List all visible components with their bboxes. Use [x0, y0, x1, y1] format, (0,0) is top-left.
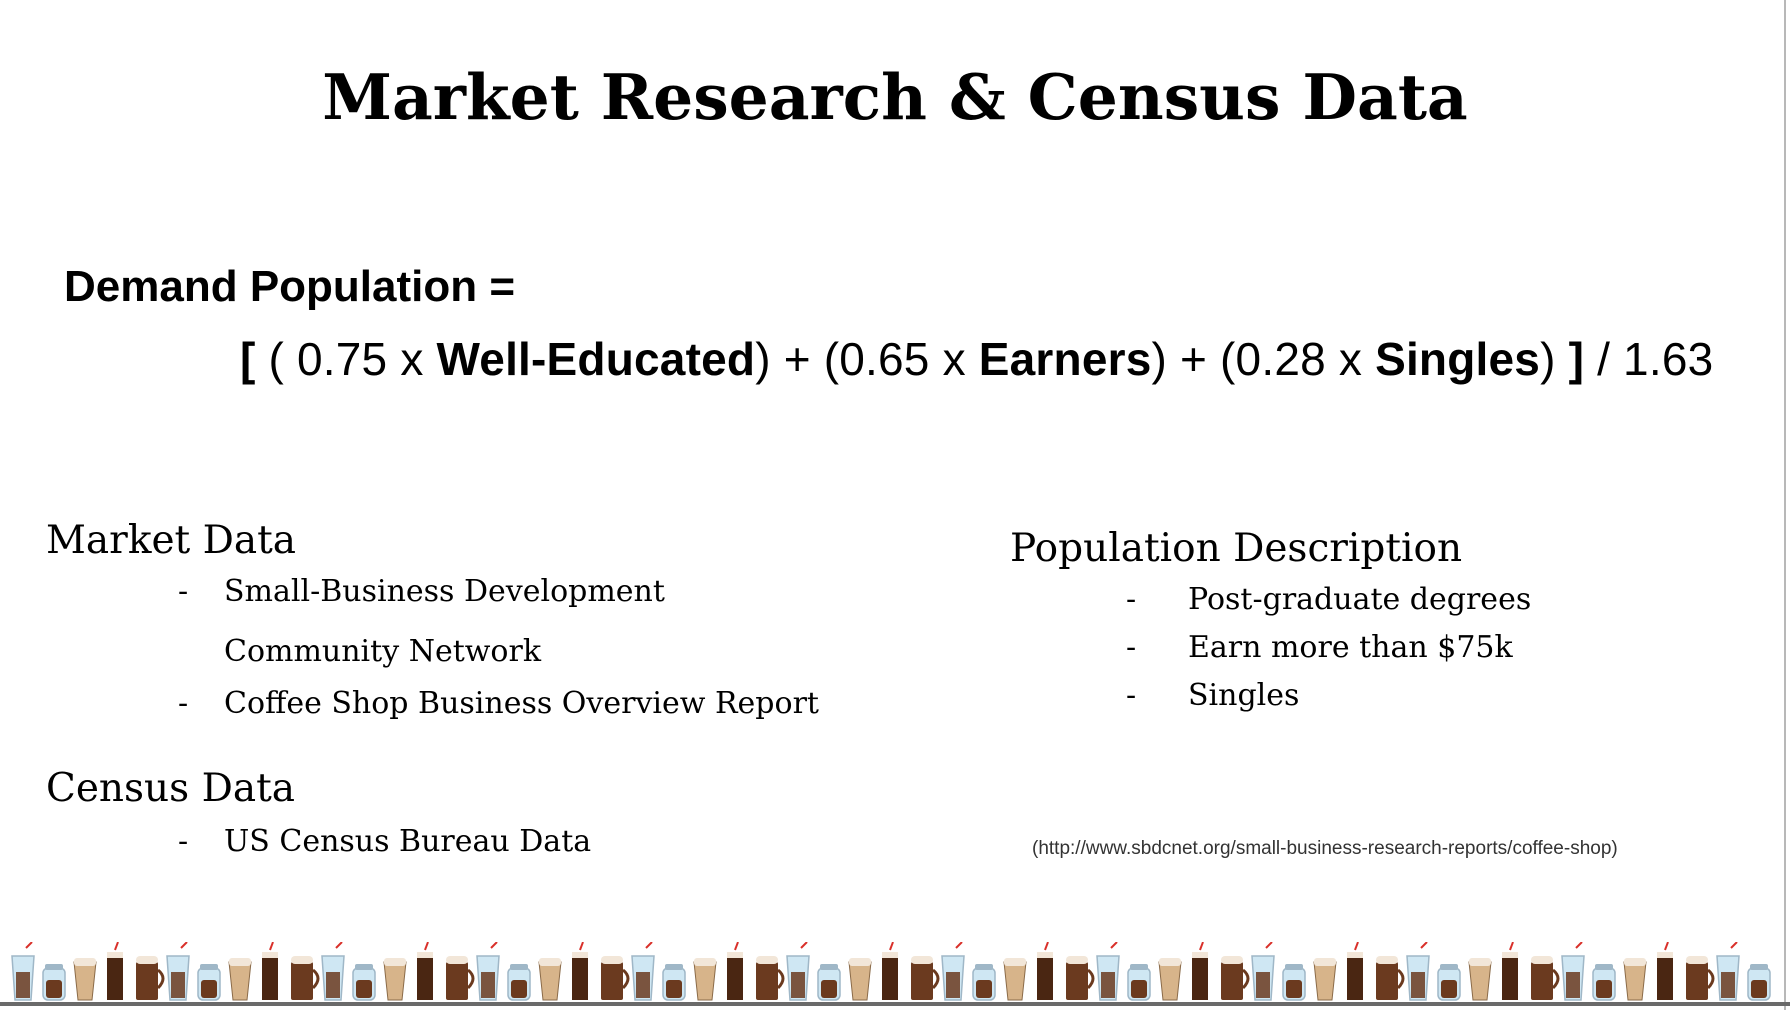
- coffee-cup-icon: [882, 942, 898, 1000]
- formula-divisor: / 1.63: [1584, 333, 1714, 385]
- bullet-dash: -: [178, 686, 189, 721]
- coffee-cup-icon: [848, 958, 872, 1001]
- coffee-cup-icon: [262, 942, 278, 1000]
- coffee-cup-icon: [1561, 942, 1585, 1001]
- coffee-cup-icon: [417, 942, 433, 1000]
- coffee-cup-icon: [383, 958, 407, 1001]
- coffee-cup-icon: [601, 956, 630, 1000]
- coffee-cup-icon: [972, 964, 996, 1001]
- slide-bottom-edge: [0, 1002, 1790, 1006]
- coffee-cup-icon: [631, 942, 655, 1001]
- coffee-cup-icon: [693, 958, 717, 1001]
- formula-part: ) + (0.28 x: [1151, 333, 1376, 385]
- coffee-cup-icon: [1347, 942, 1363, 1000]
- coffee-cup-icon: [1282, 964, 1306, 1001]
- coffee-cup-icon: [1251, 942, 1275, 1001]
- formula-term-well-educated: Well-Educated: [436, 333, 756, 385]
- coffee-cup-icon: [538, 958, 562, 1001]
- formula-part: ) + (0.65 x: [755, 333, 979, 385]
- coffee-cup-icon: [507, 964, 531, 1001]
- coffee-cup-icon: [42, 964, 66, 1001]
- coffee-cup-icon: [727, 942, 743, 1000]
- market-data-heading: Market Data: [46, 518, 297, 563]
- coffee-cup-icon: [941, 942, 965, 1001]
- demand-formula: [ ( 0.75 x Well-Educated) + (0.65 x Earn…: [240, 332, 1713, 386]
- coffee-cup-icon: [1037, 942, 1053, 1000]
- coffee-cup-icon: [197, 964, 221, 1001]
- formula-term-earners: Earners: [978, 333, 1152, 385]
- coffee-cup-icon: [1192, 942, 1208, 1000]
- source-url: (http://www.sbdcnet.org/small-business-r…: [1032, 838, 1618, 859]
- coffee-cup-icon: [662, 964, 686, 1001]
- coffee-cup-icon: [352, 964, 376, 1001]
- market-data-item: Small-Business Development: [224, 574, 665, 609]
- coffee-cup-icon: [1468, 958, 1492, 1001]
- coffee-cup-icon: [1406, 942, 1430, 1001]
- bullet-dash: -: [1126, 582, 1137, 617]
- coffee-cup-icon: [1623, 958, 1647, 1001]
- coffee-cup-icon: [1221, 956, 1250, 1000]
- coffee-cup-icon: [1066, 956, 1095, 1000]
- formula-close-bracket: ]: [1568, 333, 1585, 385]
- coffee-cup-icon: [321, 942, 345, 1001]
- bullet-dash: -: [1126, 678, 1137, 713]
- coffee-cup-icon: [107, 942, 123, 1000]
- coffee-cup-icon: [1096, 942, 1120, 1001]
- coffee-cup-icon: [1437, 964, 1461, 1001]
- coffee-cup-icon: [817, 964, 841, 1001]
- coffee-cup-icon: [228, 958, 252, 1001]
- coffee-cup-icon: [1127, 964, 1151, 1001]
- coffee-cup-icon: [572, 942, 588, 1000]
- formula-open-bracket: [: [240, 333, 256, 385]
- coffee-cup-icon: [73, 958, 97, 1001]
- coffee-cup-icon: [786, 942, 810, 1001]
- census-data-heading: Census Data: [46, 766, 296, 811]
- census-data-item: US Census Bureau Data: [224, 824, 592, 859]
- coffee-cup-icon: [1747, 964, 1771, 1001]
- coffee-cups-border-icon: [11, 942, 1771, 1001]
- coffee-cup-icon: [1376, 956, 1405, 1000]
- coffee-cup-icon: [476, 942, 500, 1001]
- coffee-cup-icon: [1592, 964, 1616, 1001]
- coffee-cup-icon: [136, 956, 165, 1000]
- slide-right-edge: [1784, 0, 1786, 1010]
- coffee-cup-icon: [911, 956, 940, 1000]
- coffee-cup-icon: [1502, 942, 1518, 1000]
- bullet-dash: -: [1126, 630, 1137, 665]
- coffee-cup-icon: [291, 956, 320, 1000]
- bullet-dash: -: [178, 824, 189, 859]
- demand-population-label: Demand Population =: [64, 262, 516, 311]
- bullet-dash: -: [178, 574, 189, 609]
- coffee-cup-icon: [1313, 958, 1337, 1001]
- coffee-cup-icon: [756, 956, 785, 1000]
- coffee-cup-icon: [1716, 942, 1740, 1001]
- population-description-heading: Population Description: [1010, 526, 1463, 571]
- coffee-cup-icon: [1657, 942, 1673, 1000]
- formula-part: ( 0.75 x: [255, 333, 437, 385]
- coffee-cup-icon: [1686, 956, 1715, 1000]
- population-item: Post-graduate degrees: [1188, 582, 1532, 617]
- formula-term-singles: Singles: [1375, 333, 1541, 385]
- coffee-cup-icon: [166, 942, 190, 1001]
- population-item: Singles: [1188, 678, 1300, 713]
- market-data-item: Coffee Shop Business Overview Report: [224, 686, 819, 721]
- coffee-cup-icon: [1003, 958, 1027, 1001]
- slide-title: Market Research & Census Data: [322, 60, 1468, 134]
- coffee-cup-icon: [446, 956, 475, 1000]
- coffee-cup-icon: [11, 942, 35, 1001]
- population-item: Earn more than $75k: [1188, 630, 1513, 665]
- market-data-item: Community Network: [224, 634, 542, 669]
- coffee-cup-icon: [1158, 958, 1182, 1001]
- formula-part: ): [1540, 333, 1569, 385]
- coffee-cup-icon: [1531, 956, 1560, 1000]
